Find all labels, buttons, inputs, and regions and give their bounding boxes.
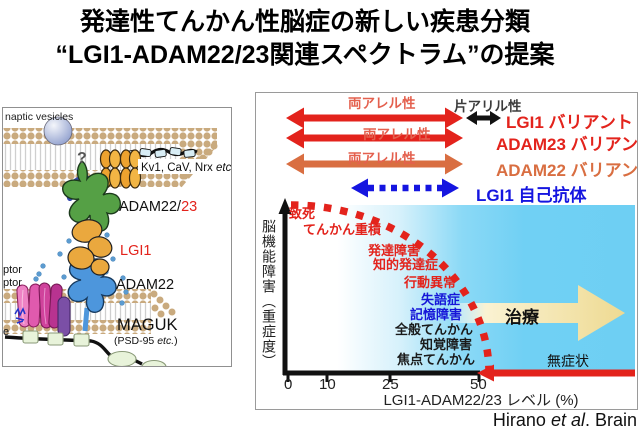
y-axis-arrowhead	[278, 198, 292, 214]
adam22-23-label-red: 23	[181, 199, 197, 215]
psd95-label: (PSD-95 etc.)	[114, 335, 178, 347]
label-backing	[138, 159, 231, 174]
receptor-proteins	[16, 282, 71, 337]
severity-label-aphasia: 失語症	[420, 292, 460, 307]
synaptic-vesicle	[43, 116, 73, 146]
channel-label-etc: etc.	[216, 162, 231, 174]
severity-label-memory-impairment: 記憶障害	[409, 307, 462, 322]
biallelic-arrow-adam23	[286, 127, 463, 149]
psd95-label-close: )	[174, 335, 178, 347]
page-title: 発達性てんかん性脳症の新しい疾患分類 “LGI1-ADAM22/23関連スペクト…	[0, 6, 610, 72]
row-label-adam23-variant: ADAM23 バリアント	[496, 135, 640, 154]
psd95-label-pre: (PSD-95	[114, 335, 157, 347]
normal-function-region	[289, 205, 635, 372]
lgi1-label: LGI1	[120, 243, 151, 259]
question-mark-label: ?	[77, 150, 87, 167]
psd95-label-etc: etc.	[157, 335, 174, 347]
adam22-23-label-black: ADAM22/	[119, 199, 182, 215]
asymptomatic-line-arrowhead	[477, 364, 494, 382]
treatment-label: 治療	[505, 308, 539, 327]
lgi1-protein	[67, 219, 113, 276]
x-tick-10: 10	[319, 376, 336, 393]
severity-curve	[290, 201, 493, 374]
receptor-label-2: ptor	[3, 277, 22, 289]
citation-journal: . Brain	[584, 410, 637, 430]
biallelic-label-1: 両アレル性	[348, 96, 416, 111]
spectrum-chart-panel: 両アレル性 両アレル性 両アレル性 片アリル性 LGI1 バリアント ADAM2…	[255, 92, 640, 410]
synaptic-vesicles-label: naptic vesicles	[5, 111, 73, 123]
citation-author: Hirano	[492, 410, 551, 430]
severity-label-behavioral-abnormality: 行動異常	[403, 275, 456, 290]
x-tick-0: 0	[284, 376, 293, 393]
severity-label-lethal: 致死	[288, 206, 315, 221]
adam22-label: ADAM22	[116, 277, 174, 293]
title-line-2: “LGI1-ADAM22/23関連スペクトラム”の提案	[55, 41, 555, 69]
x-tick-25: 25	[382, 376, 399, 393]
treatment-arrow	[451, 285, 625, 341]
biallelic-arrow-lgi1	[286, 107, 463, 129]
receptor-label-1: ptor	[3, 264, 22, 276]
y-axis-label: 脳機能障害（重症度）	[261, 219, 277, 369]
severity-label-status-epilepticus: てんかん重積	[302, 222, 381, 237]
x-tick-50: 50	[470, 376, 487, 393]
biallelic-label-3: 両アレル性	[348, 151, 416, 166]
x-axis-label: LGI1-ADAM22/23 レベル (%)	[383, 392, 579, 409]
severity-label-focal-epilepsy: 焦点てんかん	[396, 352, 475, 367]
row-label-lgi1-variant: LGI1 バリアント	[506, 113, 633, 132]
autoantibody-arrow	[351, 178, 459, 198]
small-protein-squiggle	[14, 307, 26, 324]
row-label-adam22-variant: ADAM22 バリアント	[496, 161, 640, 180]
biallelic-label-2: 両アレル性	[363, 127, 431, 142]
ion-channel-proteins	[99, 149, 142, 189]
spectrum-chart-graphics	[278, 107, 635, 382]
row-label-lgi1-autoantibody: LGI1 自己抗体	[476, 186, 587, 205]
citation-et-al: et al	[550, 410, 585, 430]
synapse-diagram: naptic vesicles ? Kv1, CaV, Nrx etc. ADA…	[3, 111, 235, 375]
severity-label-generalized-epilepsy: 全般てんかん	[394, 322, 473, 337]
channel-label: Kv1, CaV, Nrx etc.	[141, 162, 231, 174]
x-axis-ticks	[286, 375, 481, 382]
adam22-23-label: ADAM22/23	[119, 199, 197, 215]
synapse-diagram-panel: naptic vesicles ? Kv1, CaV, Nrx etc. ADA…	[2, 107, 235, 375]
channel-label-text: Kv1, CaV, Nrx	[141, 162, 216, 174]
monoallelic-label: 片アリル性	[454, 99, 522, 114]
monoallelic-arrow	[466, 111, 501, 125]
maguk-label: MAGUK	[117, 316, 178, 334]
title-line-1: 発達性てんかん性脳症の新しい疾患分類	[79, 8, 530, 36]
severity-label-developmental-disorder: 発達障害	[367, 243, 420, 258]
citation: Hirano et al. Brain	[493, 410, 637, 431]
biallelic-arrow-adam22	[286, 153, 463, 175]
membrane-edge-label: e	[3, 326, 9, 338]
asymptomatic-label: 無症状	[547, 353, 589, 369]
severity-label-sensory-impairment: 知覚障害	[419, 337, 472, 352]
severity-label-intellectual-disability: 知的発達症	[372, 257, 438, 272]
